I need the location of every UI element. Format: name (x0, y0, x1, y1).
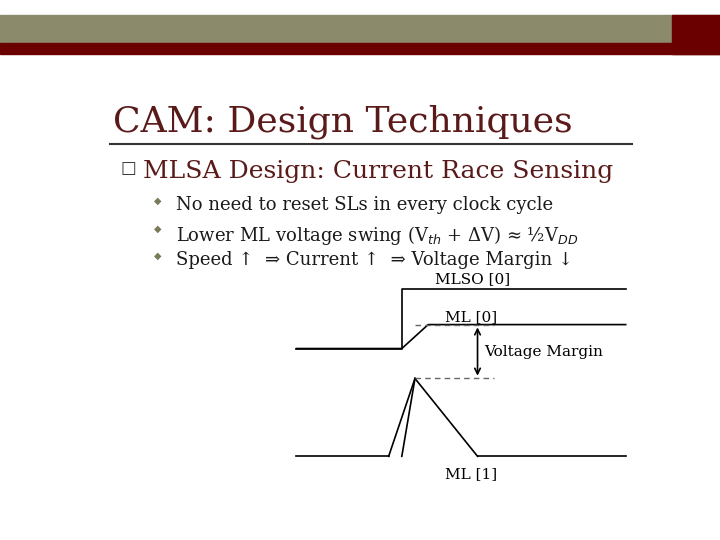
Text: MLSA Design: Current Race Sensing: MLSA Design: Current Race Sensing (143, 160, 613, 184)
Text: ◆: ◆ (154, 251, 162, 261)
Text: No need to reset SLs in every clock cycle: No need to reset SLs in every clock cycl… (176, 196, 554, 214)
Text: ML [0]: ML [0] (445, 310, 497, 324)
Text: ◆: ◆ (154, 224, 162, 234)
Text: MLSO [0]: MLSO [0] (435, 273, 510, 287)
Text: □: □ (121, 160, 137, 178)
Text: Speed ↑  ⇒ Current ↑  ⇒ Voltage Margin ↓: Speed ↑ ⇒ Current ↑ ⇒ Voltage Margin ↓ (176, 251, 574, 269)
Text: CAM: Design Techniques: CAM: Design Techniques (114, 104, 573, 139)
Text: ◆: ◆ (154, 196, 162, 206)
Text: Voltage Margin: Voltage Margin (484, 345, 603, 359)
Text: ML [1]: ML [1] (445, 467, 497, 481)
Text: Lower ML voltage swing (V$_{th}$ + ΔV) ≈ ½V$_{DD}$: Lower ML voltage swing (V$_{th}$ + ΔV) ≈… (176, 224, 579, 247)
